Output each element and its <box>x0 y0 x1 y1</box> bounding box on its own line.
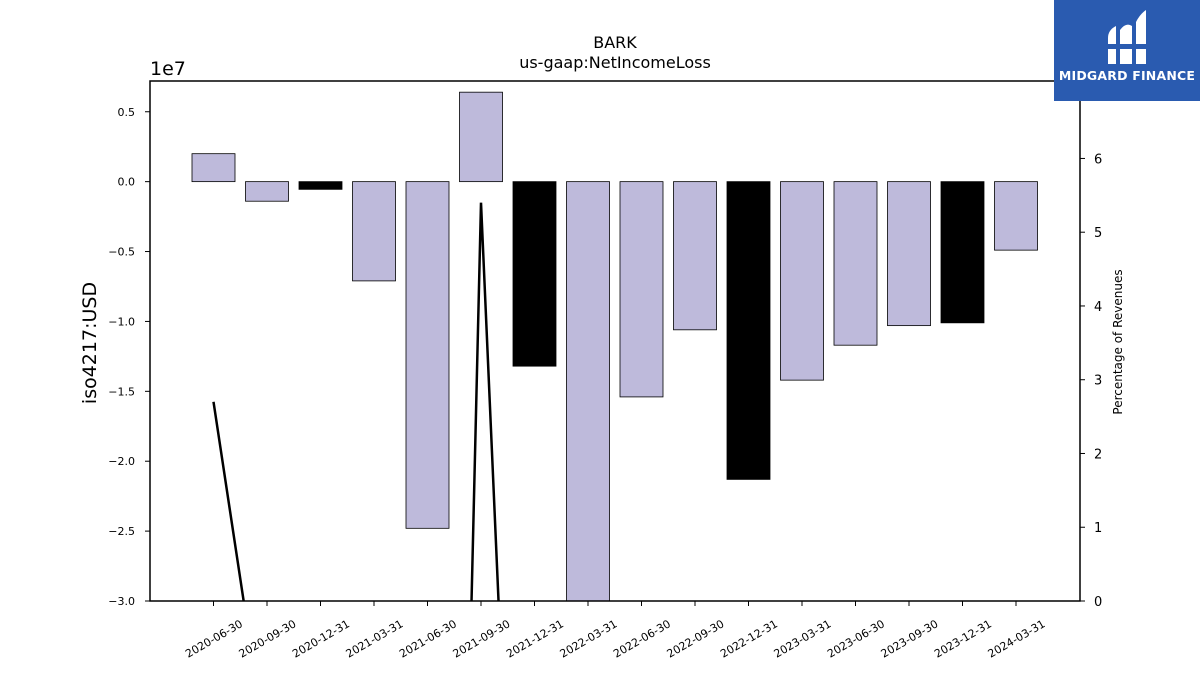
chart-title: BARK <box>593 33 637 52</box>
y-axis-label: iso4217:USD <box>79 282 101 404</box>
bar-2022-12-31 <box>726 181 771 480</box>
y2-tick-label: 2 <box>1094 447 1102 462</box>
x-tick-label: 2024-03-31 <box>986 617 1048 660</box>
bar-2023-06-30 <box>833 181 878 346</box>
bar-2024-03-31 <box>994 181 1038 251</box>
y2-ticks-group: 0 1 2 3 4 5 6 <box>1080 152 1102 610</box>
y-offset-label: 1e7 <box>150 58 186 80</box>
y2-tick-label: 5 <box>1094 226 1102 241</box>
percentage-line <box>212 202 500 601</box>
x-tick-label: 2020-09-30 <box>237 617 299 660</box>
bar-2021-06-30 <box>405 181 450 529</box>
y2-tick-label: 4 <box>1094 300 1102 315</box>
chart-subtitle: us-gaap:NetIncomeLoss <box>519 53 711 72</box>
bar-2022-09-30 <box>673 181 717 331</box>
y-tick-label: 0.5 <box>118 106 136 119</box>
bar-2020-09-30 <box>245 181 289 202</box>
y2-tick-label: 3 <box>1094 374 1102 389</box>
bar-2021-03-31 <box>352 181 396 282</box>
x-tick-label: 2020-06-30 <box>183 617 245 660</box>
x-tick-label: 2023-09-30 <box>879 617 941 660</box>
y-tick-label: −2.5 <box>108 525 135 538</box>
x-tick-label: 2023-06-30 <box>825 617 887 660</box>
y-tick-label: −0.5 <box>108 246 135 259</box>
bar-2021-12-31 <box>512 181 557 367</box>
bar-2023-09-30 <box>887 181 931 327</box>
y-ticks-group: −3.0 −2.5 −2.0 −1.5 −1.0 −0.5 0.0 0.5 <box>108 106 150 608</box>
brand-logo: MIDGARD FINANCE <box>1054 0 1200 101</box>
bar-2023-03-31 <box>780 181 824 381</box>
y-tick-label: −2.0 <box>108 455 135 468</box>
bar-2022-06-30 <box>619 181 664 398</box>
bars-group <box>191 91 1038 602</box>
y-tick-label: 0.0 <box>118 176 136 189</box>
x-tick-label: 2022-12-31 <box>718 617 780 660</box>
y-tick-label: −3.0 <box>108 595 135 608</box>
logo-text: MIDGARD FINANCE <box>1058 68 1196 83</box>
x-tick-label: 2020-12-31 <box>290 617 352 660</box>
plot-frame <box>149 80 1081 602</box>
bar-2021-09-30 <box>459 91 503 183</box>
bar-2020-06-30 <box>191 153 236 183</box>
x-tick-label: 2021-03-31 <box>344 617 406 660</box>
logo-mark-icon <box>1108 10 1146 65</box>
bar-2023-12-31 <box>940 181 985 324</box>
y-tick-label: −1.0 <box>108 315 135 328</box>
y2-tick-label: 6 <box>1094 152 1102 167</box>
x-tick-label: 2021-12-31 <box>504 617 566 660</box>
line-group <box>212 202 500 601</box>
y2-tick-label: 1 <box>1094 521 1102 536</box>
x-ticks-group: 2020-06-302020-09-302020-12-312021-03-31… <box>183 601 1048 661</box>
x-tick-label: 2022-09-30 <box>665 617 727 660</box>
x-tick-label: 2021-09-30 <box>451 617 513 660</box>
bar-2022-03-31 <box>566 181 610 602</box>
x-tick-label: 2022-06-30 <box>611 617 673 660</box>
x-tick-label: 2021-06-30 <box>397 617 459 660</box>
x-tick-label: 2022-03-31 <box>558 617 620 660</box>
y-tick-label: −1.5 <box>108 385 135 398</box>
y2-axis-label: Percentage of Revenues <box>1111 269 1125 414</box>
x-tick-label: 2023-12-31 <box>932 617 994 660</box>
bar-2020-12-31 <box>298 181 343 190</box>
x-tick-label: 2023-03-31 <box>772 617 834 660</box>
y2-tick-label: 0 <box>1094 595 1102 610</box>
